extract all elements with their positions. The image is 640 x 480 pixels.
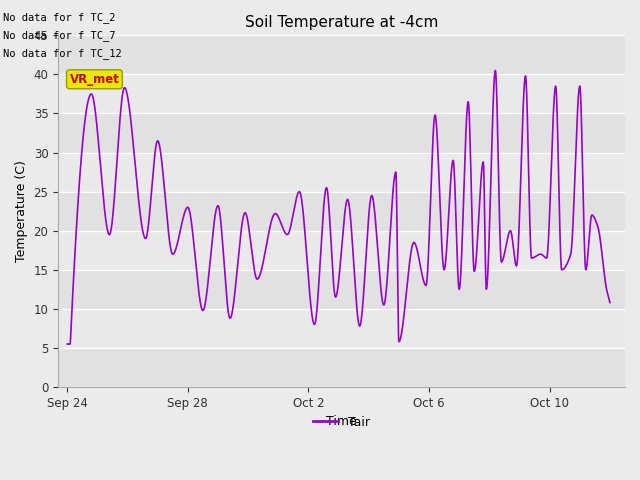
- Text: VR_met: VR_met: [70, 73, 120, 86]
- Text: No data for f TC_7: No data for f TC_7: [3, 30, 116, 41]
- Title: Soil Temperature at -4cm: Soil Temperature at -4cm: [245, 15, 438, 30]
- Bar: [58, 74, 625, 113]
- Bar: [58, 192, 625, 231]
- Text: No data for f TC_2: No data for f TC_2: [3, 12, 116, 23]
- Bar: [58, 153, 625, 192]
- Bar: [58, 348, 625, 387]
- X-axis label: Time: Time: [326, 415, 357, 428]
- Legend: Tair: Tair: [308, 410, 375, 433]
- Text: No data for f TC_12: No data for f TC_12: [3, 48, 122, 60]
- Y-axis label: Temperature (C): Temperature (C): [15, 160, 28, 262]
- Bar: [58, 36, 625, 74]
- Bar: [58, 309, 625, 348]
- Bar: [58, 113, 625, 153]
- Bar: [58, 270, 625, 309]
- Bar: [58, 231, 625, 270]
